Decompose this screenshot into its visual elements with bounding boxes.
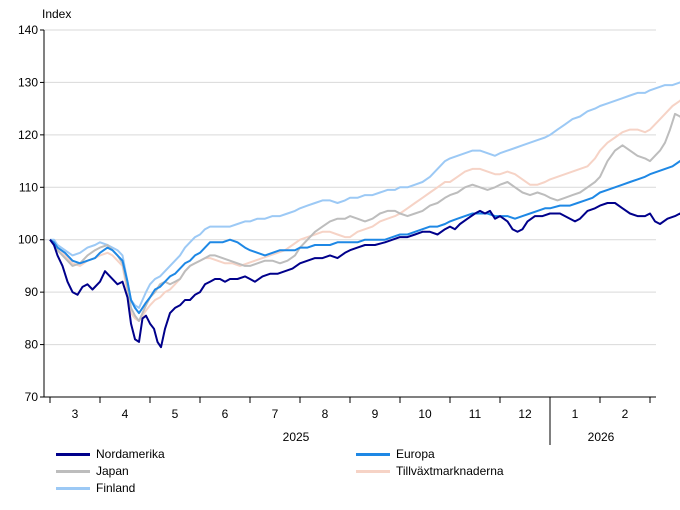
year-label-2026: 2026: [588, 430, 615, 444]
y-tick-label: 100: [18, 233, 38, 247]
series-line-tillv-xtmarknaderna: [49, 99, 680, 322]
y-axis-label: Index: [42, 7, 71, 21]
legend-item-nordamerika: Nordamerika: [56, 446, 165, 462]
legend-label: Tillväxtmarknaderna: [396, 464, 504, 478]
x-tick-label: 8: [322, 407, 329, 421]
legend-label: Japan: [96, 464, 129, 478]
x-tick-label: 2: [622, 407, 629, 421]
y-tick-label: 90: [25, 285, 39, 299]
y-tick-label: 110: [19, 180, 38, 194]
x-tick-label: 1: [572, 407, 579, 421]
legend-item-finland: Finland: [56, 480, 135, 496]
legend-swatch: [356, 469, 390, 473]
year-label-2025: 2025: [283, 430, 310, 444]
x-tick-label: 3: [72, 407, 79, 421]
series-line-finland: [50, 81, 680, 309]
legend-item-europa: Europa: [356, 446, 435, 462]
series-line-nordamerika: [49, 202, 680, 349]
legend-item-tillvaxtmarknaderna: Tillväxtmarknaderna: [356, 463, 504, 479]
y-tick-label: 80: [25, 338, 39, 352]
series-line-japan: [49, 112, 680, 322]
legend-label: Finland: [96, 481, 136, 495]
grid-lines: [44, 29, 656, 346]
legend-label: Europa: [396, 447, 435, 461]
y-axis-ticks: 70 80 90 100 110 120 130 140: [18, 23, 44, 404]
y-tick-label: 130: [18, 75, 38, 89]
x-tick-label: 12: [518, 407, 532, 421]
x-tick-label: 6: [222, 407, 229, 421]
chart-legend: Nordamerika Europa Japan Tillväxtmarknad…: [0, 444, 680, 504]
legend-label: Nordamerika: [96, 447, 165, 461]
series-line-europa: [49, 160, 680, 315]
y-tick-label: 140: [18, 23, 38, 37]
legend-swatch: [56, 452, 90, 456]
x-tick-label: 7: [272, 407, 279, 421]
x-tick-label: 4: [122, 407, 129, 421]
legend-swatch: [56, 486, 90, 490]
x-axis-ticks: 3 4 5 6 7 8 9 10 11 12 1 2: [49, 397, 651, 445]
legend-swatch: [356, 452, 390, 456]
x-tick-label: 11: [469, 407, 482, 421]
x-tick-label: 10: [418, 407, 432, 421]
y-tick-label: 70: [25, 390, 39, 404]
legend-swatch: [56, 469, 90, 473]
series-lines: [49, 81, 680, 349]
x-tick-label: 9: [372, 407, 379, 421]
legend-item-japan: Japan: [56, 463, 129, 479]
x-tick-label: 5: [172, 407, 179, 421]
y-tick-label: 120: [18, 128, 38, 142]
